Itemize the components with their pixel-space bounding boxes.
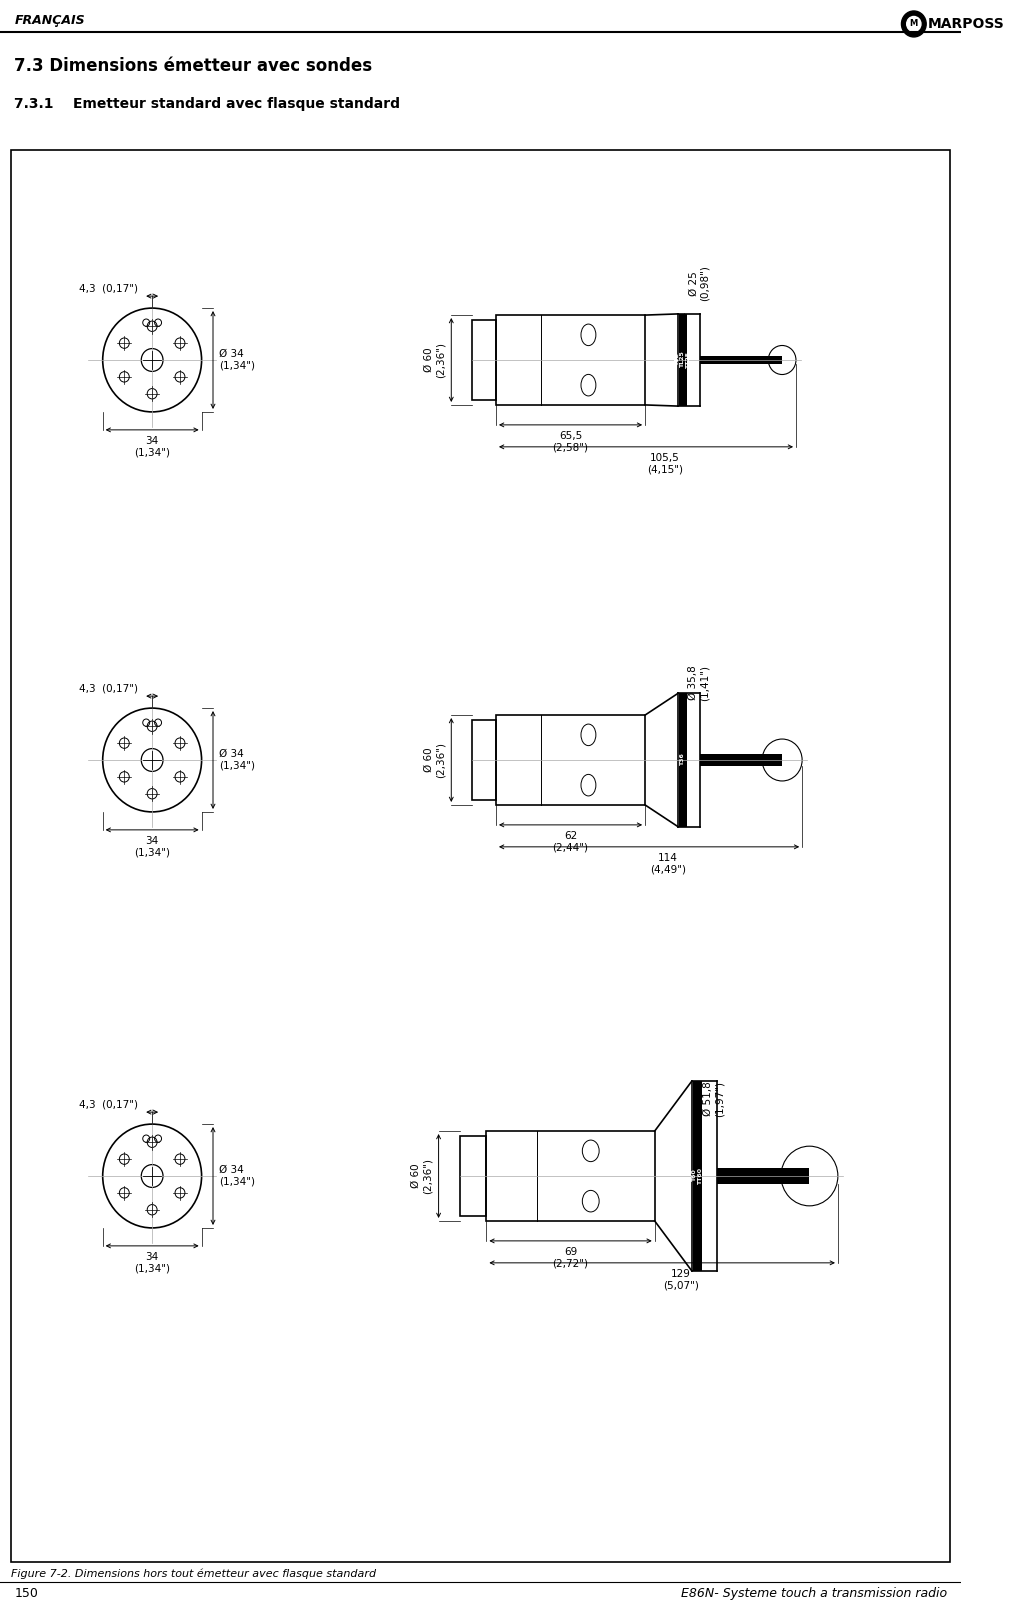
Bar: [496, 715, 645, 805]
Text: 4,3  (0,17"): 4,3 (0,17"): [80, 284, 139, 293]
Text: 105,5
(4,15"): 105,5 (4,15"): [647, 452, 683, 474]
Text: 7.3.1    Emetteur standard avec flasque standard: 7.3.1 Emetteur standard avec flasque sta…: [14, 96, 400, 111]
Bar: [11, 149, 950, 1561]
Text: Ø 60
(2,36"): Ø 60 (2,36"): [411, 1157, 433, 1194]
Bar: [701, 356, 783, 364]
Text: FRANÇAIS: FRANÇAIS: [14, 14, 85, 27]
Text: Ø 60
(2,36"): Ø 60 (2,36"): [424, 742, 446, 777]
Bar: [486, 1132, 655, 1221]
Bar: [472, 321, 496, 399]
Text: 4,3  (0,17"): 4,3 (0,17"): [80, 1100, 139, 1109]
Text: Ø 34
(1,34"): Ø 34 (1,34"): [218, 1165, 255, 1186]
Text: T36: T36: [680, 753, 685, 766]
Text: 150: 150: [14, 1587, 38, 1600]
Text: 65,5
(2,58"): 65,5 (2,58"): [553, 431, 588, 452]
Text: 62
(2,44"): 62 (2,44"): [553, 830, 588, 853]
Bar: [693, 1082, 702, 1271]
Text: 114
(4,49"): 114 (4,49"): [650, 853, 686, 874]
Text: Ø 25
(0,98"): Ø 25 (0,98"): [688, 264, 710, 301]
Bar: [460, 1137, 486, 1215]
Bar: [679, 314, 686, 406]
Text: 129
(5,07"): 129 (5,07"): [663, 1270, 700, 1290]
Text: Ø 60
(2,36"): Ø 60 (2,36"): [424, 341, 446, 378]
Text: 4,3  (0,17"): 4,3 (0,17"): [80, 683, 139, 692]
Circle shape: [902, 11, 926, 37]
Text: 34
(1,34"): 34 (1,34"): [134, 436, 170, 457]
Text: 34
(1,34"): 34 (1,34"): [134, 1252, 170, 1273]
Text: Ø 34
(1,34"): Ø 34 (1,34"): [218, 749, 255, 771]
Bar: [701, 753, 783, 766]
Bar: [472, 720, 496, 800]
Text: T1E
TL25
TT25: T1E TL25 TT25: [674, 351, 692, 369]
Bar: [679, 694, 686, 827]
Text: Ø 51,8
(1,97"): Ø 51,8 (1,97"): [703, 1080, 725, 1117]
Bar: [496, 316, 645, 406]
Text: Ø 35,8
(1,41"): Ø 35,8 (1,41"): [688, 665, 710, 701]
Text: 69
(2,72"): 69 (2,72"): [553, 1247, 588, 1268]
Circle shape: [907, 16, 921, 32]
Text: Ø 34
(1,34"): Ø 34 (1,34"): [218, 349, 255, 370]
Text: M: M: [910, 19, 918, 29]
Text: 34
(1,34"): 34 (1,34"): [134, 835, 170, 858]
Text: MARPOSS: MARPOSS: [928, 18, 1005, 30]
Text: Figure 7-2. Dimensions hors tout émetteur avec flasque standard: Figure 7-2. Dimensions hors tout émetteu…: [11, 1568, 376, 1579]
Text: T60
TT60: T60 TT60: [692, 1167, 703, 1185]
Text: 7.3 Dimensions émetteur avec sondes: 7.3 Dimensions émetteur avec sondes: [14, 56, 372, 75]
Bar: [717, 1167, 810, 1185]
Text: E86N- Systeme touch a transmission radio: E86N- Systeme touch a transmission radio: [681, 1587, 947, 1600]
